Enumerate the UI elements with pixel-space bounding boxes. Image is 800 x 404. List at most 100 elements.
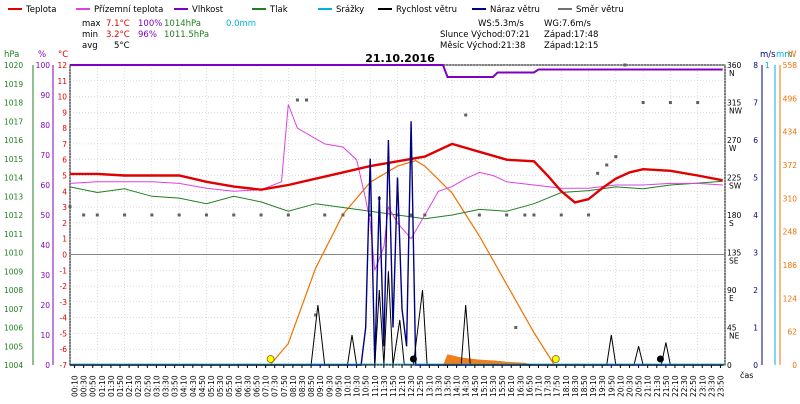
tick-pressure: 1017 bbox=[4, 117, 23, 126]
wind-dir-point bbox=[409, 213, 413, 217]
wind-dir-point bbox=[514, 326, 518, 329]
unit-w: W bbox=[788, 50, 797, 60]
x-tick-label: 07:10 bbox=[262, 375, 271, 397]
x-tick-label: 08:30 bbox=[298, 375, 307, 397]
x-tick-label: 07:50 bbox=[280, 375, 289, 397]
tick-humidity: 50 bbox=[40, 211, 50, 220]
legend: Teplota Přízemní teplota Vlhkost Tlak Srážky… bbox=[8, 5, 624, 15]
x-tick-label: 11:30 bbox=[380, 375, 389, 397]
x-tick-label: 14:50 bbox=[471, 375, 480, 397]
wind-dir-point bbox=[150, 213, 154, 217]
x-tick-label: 04:30 bbox=[189, 375, 198, 397]
tick-solar: 124 bbox=[783, 294, 798, 303]
x-tick-label: 23:10 bbox=[698, 375, 707, 397]
tick-temperature: 11 bbox=[57, 77, 67, 86]
x-tick-label: 22:50 bbox=[689, 375, 698, 397]
tick-temperature: -6 bbox=[60, 345, 68, 354]
x-tick-label: 18:10 bbox=[562, 375, 571, 397]
tick-wind-speed: 7 bbox=[753, 99, 758, 108]
x-tick-label: 15:10 bbox=[480, 375, 489, 397]
tick-temperature: 7 bbox=[62, 140, 67, 149]
info-moon-set: Západ:12:15 bbox=[544, 41, 598, 51]
tick-wind-dir-deg: 180 bbox=[727, 211, 742, 220]
plot-area: 1004100510061007100810091010101110121013… bbox=[4, 61, 797, 397]
stats-max-label: max bbox=[82, 19, 101, 29]
tick-temperature: -3 bbox=[60, 298, 68, 307]
x-tick-label: 20:50 bbox=[635, 375, 644, 397]
stats-max-rain: 0.0mm bbox=[226, 19, 256, 29]
tick-pressure: 1007 bbox=[4, 305, 23, 314]
x-tick-label: 15:50 bbox=[498, 375, 507, 397]
tick-pressure: 1019 bbox=[4, 80, 23, 89]
x-tick-label: 06:10 bbox=[234, 375, 243, 397]
tick-temperature: 1 bbox=[62, 235, 67, 244]
x-tick-label: 10:50 bbox=[362, 375, 371, 397]
info-sun: Slunce Východ:07:21 bbox=[440, 30, 530, 40]
x-tick-label: 02:30 bbox=[134, 375, 143, 397]
tick-humidity: 0 bbox=[45, 361, 50, 370]
tick-pressure: 1018 bbox=[4, 99, 23, 108]
tick-pressure: 1010 bbox=[4, 249, 23, 258]
tick-temperature: 5 bbox=[62, 172, 67, 181]
tick-humidity: 40 bbox=[40, 241, 50, 250]
tick-wind-dir-name: NE bbox=[729, 332, 740, 341]
x-tick-label: 16:50 bbox=[525, 375, 534, 397]
tick-pressure: 1013 bbox=[4, 192, 23, 201]
wind-dir-point bbox=[295, 98, 299, 102]
tick-solar: 496 bbox=[783, 94, 798, 103]
tick-wind-speed: 3 bbox=[753, 249, 758, 258]
tick-solar: 434 bbox=[783, 128, 798, 137]
x-tick-label: 13:10 bbox=[425, 375, 434, 397]
wind-dir-point bbox=[259, 213, 263, 217]
tick-wind-dir-deg: 90 bbox=[727, 286, 737, 295]
x-axis-label: čas bbox=[740, 370, 753, 380]
wind-dir-point bbox=[587, 213, 591, 217]
x-tick-label: 17:50 bbox=[553, 375, 562, 397]
x-tick-label: 20:30 bbox=[625, 375, 634, 397]
x-tick-label: 12:10 bbox=[398, 375, 407, 397]
wind-dir-point bbox=[95, 213, 99, 217]
tick-solar: 372 bbox=[783, 161, 798, 170]
tick-wind-dir-deg: 135 bbox=[727, 249, 742, 258]
wind-dir-point bbox=[323, 213, 327, 217]
tick-humidity: 10 bbox=[40, 331, 50, 340]
info-wg: WG:7.6m/s bbox=[544, 19, 592, 29]
stats-min-hum: 96% bbox=[138, 30, 157, 40]
x-tick-label: 06:50 bbox=[252, 375, 261, 397]
tick-solar: 62 bbox=[787, 328, 797, 337]
sunrise-marker bbox=[266, 355, 275, 363]
x-tick-label: 23:30 bbox=[707, 375, 716, 397]
unit-mm: mm bbox=[776, 50, 793, 60]
wind-dir-point bbox=[623, 63, 627, 67]
tick-solar: 558 bbox=[783, 61, 798, 70]
stats-max-hum: 100% bbox=[138, 19, 162, 29]
wind-dir-point bbox=[204, 213, 208, 217]
x-tick-label: 10:30 bbox=[353, 375, 362, 397]
stats-max-temp: 7.1°C bbox=[106, 19, 130, 29]
stats-min-temp: 3.2°C bbox=[106, 30, 130, 40]
tick-wind-dir-name: SW bbox=[729, 182, 742, 191]
legend-label: Přízemní teplota bbox=[94, 5, 163, 15]
wind-dir-point bbox=[696, 101, 700, 104]
x-tick-label: 01:50 bbox=[116, 375, 125, 397]
info-block: WS:5.3m/s WG:7.6m/s Slunce Východ:07:21 … bbox=[440, 19, 598, 51]
unit-c: °C bbox=[58, 50, 68, 60]
tick-temperature: -2 bbox=[60, 282, 68, 291]
temperature-line bbox=[70, 142, 723, 204]
tick-humidity: 80 bbox=[40, 121, 50, 130]
x-tick-label: 06:30 bbox=[243, 375, 252, 397]
info-sun-set: Západ:17:48 bbox=[544, 30, 598, 40]
x-tick-label: 14:10 bbox=[453, 375, 462, 397]
x-tick-label: 21:10 bbox=[644, 375, 653, 397]
tick-wind-dir-deg: 270 bbox=[727, 136, 742, 145]
tick-temperature: 6 bbox=[62, 156, 67, 165]
x-tick-label: 10:10 bbox=[343, 375, 352, 397]
x-tick-label: 16:10 bbox=[507, 375, 516, 397]
x-tick-label: 19:30 bbox=[598, 375, 607, 397]
wind-dir-point bbox=[232, 213, 236, 217]
x-tick-label: 00:30 bbox=[80, 375, 89, 397]
x-tick-label: 19:10 bbox=[589, 375, 598, 397]
legend-label: Srážky bbox=[336, 5, 364, 15]
tick-humidity: 30 bbox=[40, 271, 50, 280]
